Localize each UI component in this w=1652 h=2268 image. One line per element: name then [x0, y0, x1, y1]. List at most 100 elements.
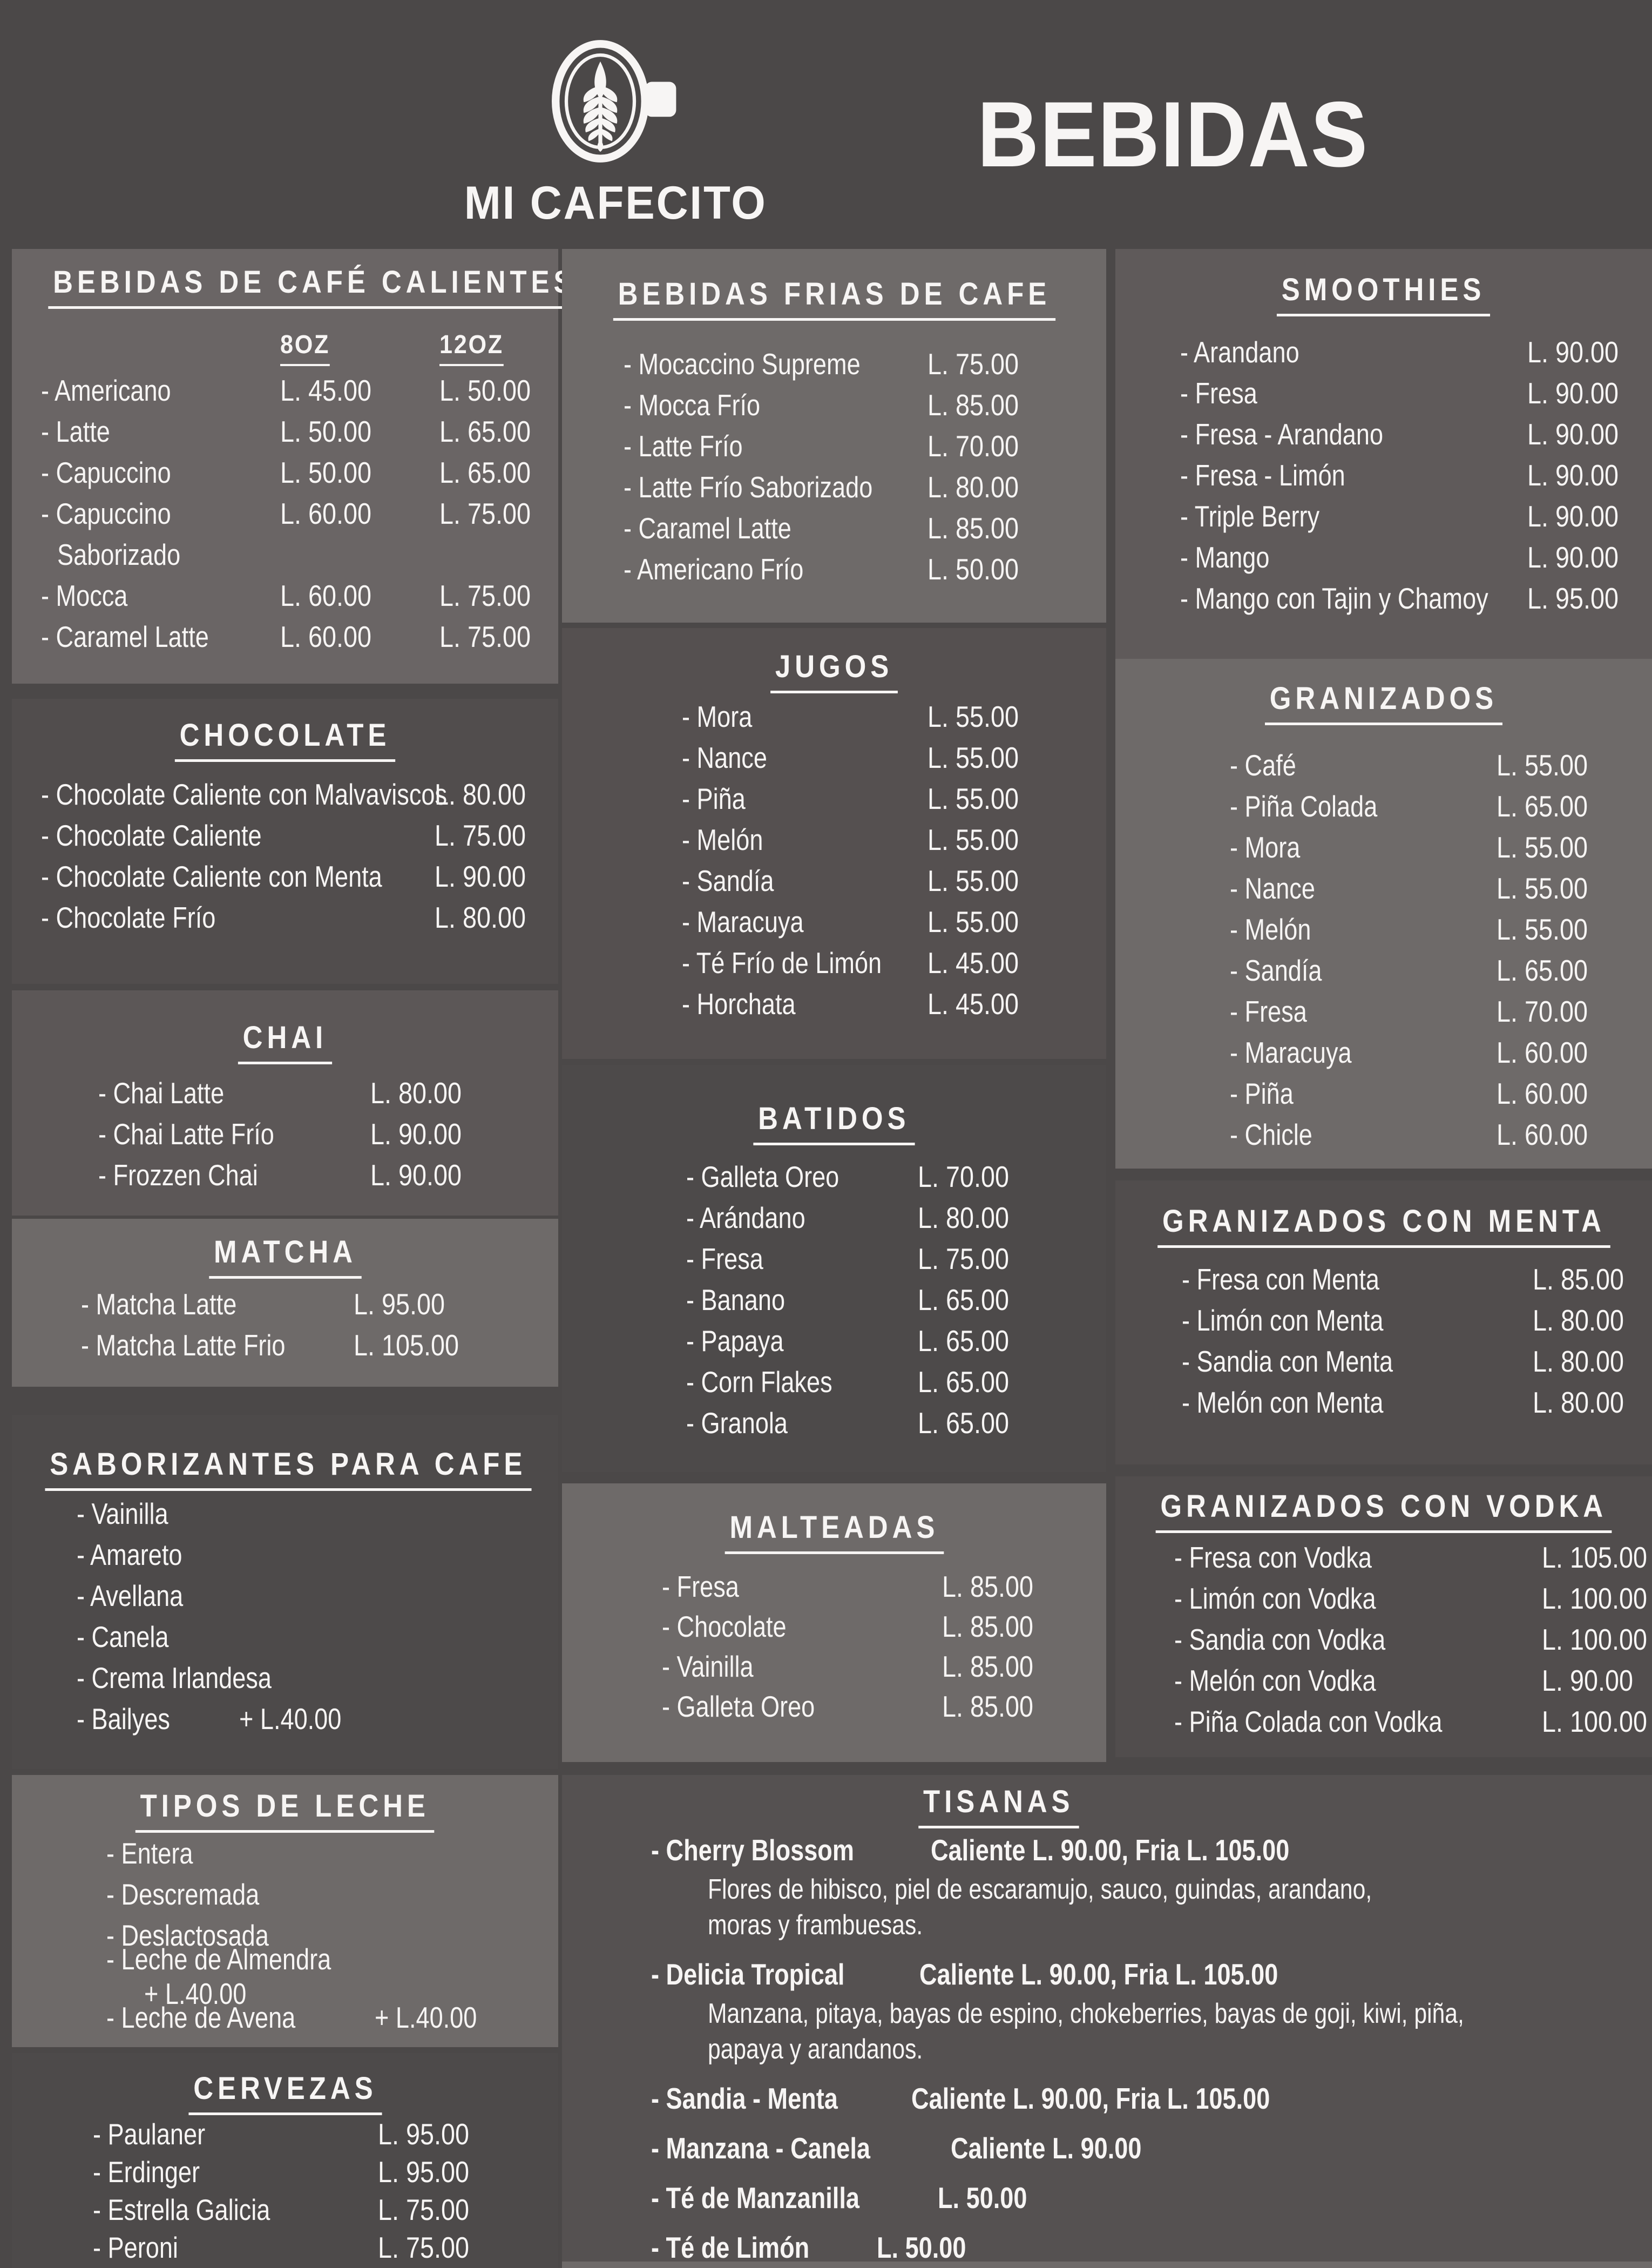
- menu-item: Latte L. 50.00 L. 65.00: [41, 411, 531, 452]
- item-name: Granola: [686, 1406, 918, 1440]
- menu-item: Capuccino L. 50.00 L. 65.00: [41, 452, 531, 493]
- item-price: L. 85.00: [927, 388, 1019, 422]
- item-name: Matcha Latte: [81, 1287, 354, 1321]
- item-name: Chocolate Frío: [41, 900, 435, 935]
- item-prices: Caliente L. 90.00, Fria L. 105.00: [911, 2082, 1270, 2115]
- item-price: L. 55.00: [1497, 831, 1588, 864]
- item-prices: Caliente L. 90.00: [951, 2131, 1142, 2165]
- item-price: L. 75.00: [927, 347, 1019, 381]
- item-name: Té Frío de Limón: [682, 946, 927, 980]
- item-name: Arándano: [686, 1200, 918, 1235]
- item-price-8oz: L. 60.00: [280, 497, 371, 530]
- item-price: L. 75.00: [918, 1242, 1009, 1275]
- item-price-12oz: L. 65.00: [439, 456, 531, 489]
- item-price-8oz: L. 50.00: [280, 415, 371, 448]
- menu-item: Vainilla: [77, 1493, 537, 1534]
- menu-item: Crema Irlandesa: [77, 1657, 537, 1698]
- item-name: Caramel Latte: [624, 511, 927, 545]
- item-name: Chocolate Caliente: [41, 818, 435, 853]
- item-price-8oz: L. 45.00: [280, 374, 371, 407]
- item-price: L. 90.00: [370, 1117, 462, 1151]
- menu-item: Bailyes+ L.40.00: [77, 1698, 537, 1739]
- item-name: Nance: [682, 740, 927, 775]
- size-header-8oz: 8OZ: [234, 330, 402, 366]
- item-price: L. 55.00: [927, 905, 1019, 939]
- item-price: L. 70.00: [1497, 995, 1588, 1028]
- item-name: Leche de Avena+ L.40.00: [106, 2000, 537, 2035]
- item-price: L. 75.00: [378, 2231, 469, 2264]
- item-name: Fresa: [662, 1569, 942, 1604]
- item-price: L. 105.00: [354, 1328, 459, 1362]
- menu-item: Leche de Avena+ L.40.00: [106, 1997, 537, 2038]
- item-name: Café: [1230, 748, 1497, 782]
- item-name: Piña Colada con Vodka: [1174, 1704, 1542, 1739]
- item-price: L. 45.00: [927, 987, 1019, 1021]
- section-title: JUGOS: [562, 650, 1106, 693]
- item-name: Limón con Vodka: [1174, 1581, 1542, 1616]
- item-price: L. 90.00: [1527, 500, 1619, 533]
- item-name: Peroni: [93, 2230, 378, 2265]
- item-name: Mora: [1230, 830, 1497, 865]
- item-price: L. 95.00: [378, 2155, 469, 2189]
- item-price: L. 80.00: [1533, 1345, 1624, 1378]
- section-title: CHAI: [12, 1021, 558, 1064]
- item-name: Erdinger: [93, 2155, 378, 2189]
- item-name: Melón con Menta: [1182, 1385, 1533, 1420]
- item-price-8oz: L. 50.00: [280, 456, 371, 489]
- item-price: L. 60.00: [1497, 1077, 1588, 1110]
- item-description: Flores de hibisco, piel de escaramujo, s…: [708, 1874, 1372, 1941]
- item-name: Corn Flakes: [686, 1365, 918, 1399]
- menu-item: Mocca L. 60.00 L. 75.00: [41, 575, 531, 616]
- item-name: Descremada: [106, 1877, 537, 1912]
- item-price: L. 65.00: [1497, 789, 1588, 823]
- item-name: Fresa - Limón: [1180, 458, 1527, 492]
- item-price: L. 65.00: [1497, 954, 1588, 987]
- item-name: Chocolate Caliente con Menta: [41, 859, 435, 894]
- section-title: TIPOS DE LECHE: [12, 1789, 558, 1833]
- item-name: Crema Irlandesa: [77, 1660, 537, 1695]
- item-name: Piña: [1230, 1076, 1497, 1111]
- item-prices: L. 50.00: [876, 2231, 966, 2264]
- item-list: EnteraDescremadaDeslactosadaLeche de Alm…: [12, 1833, 558, 2038]
- item-name: Chicle: [1230, 1117, 1497, 1152]
- item-price: L. 55.00: [927, 823, 1019, 856]
- item-price: L. 80.00: [918, 1201, 1009, 1234]
- section-title: SABORIZANTES PARA CAFE: [12, 1447, 558, 1491]
- item-name: Mocca Frío: [624, 388, 927, 422]
- item-name: Piña: [682, 781, 927, 816]
- item-price: L. 65.00: [918, 1283, 1009, 1317]
- item-name: Galleta Oreo: [686, 1159, 918, 1194]
- item-price-12oz: L. 65.00: [439, 415, 531, 448]
- item-name: Piña Colada: [1230, 789, 1497, 824]
